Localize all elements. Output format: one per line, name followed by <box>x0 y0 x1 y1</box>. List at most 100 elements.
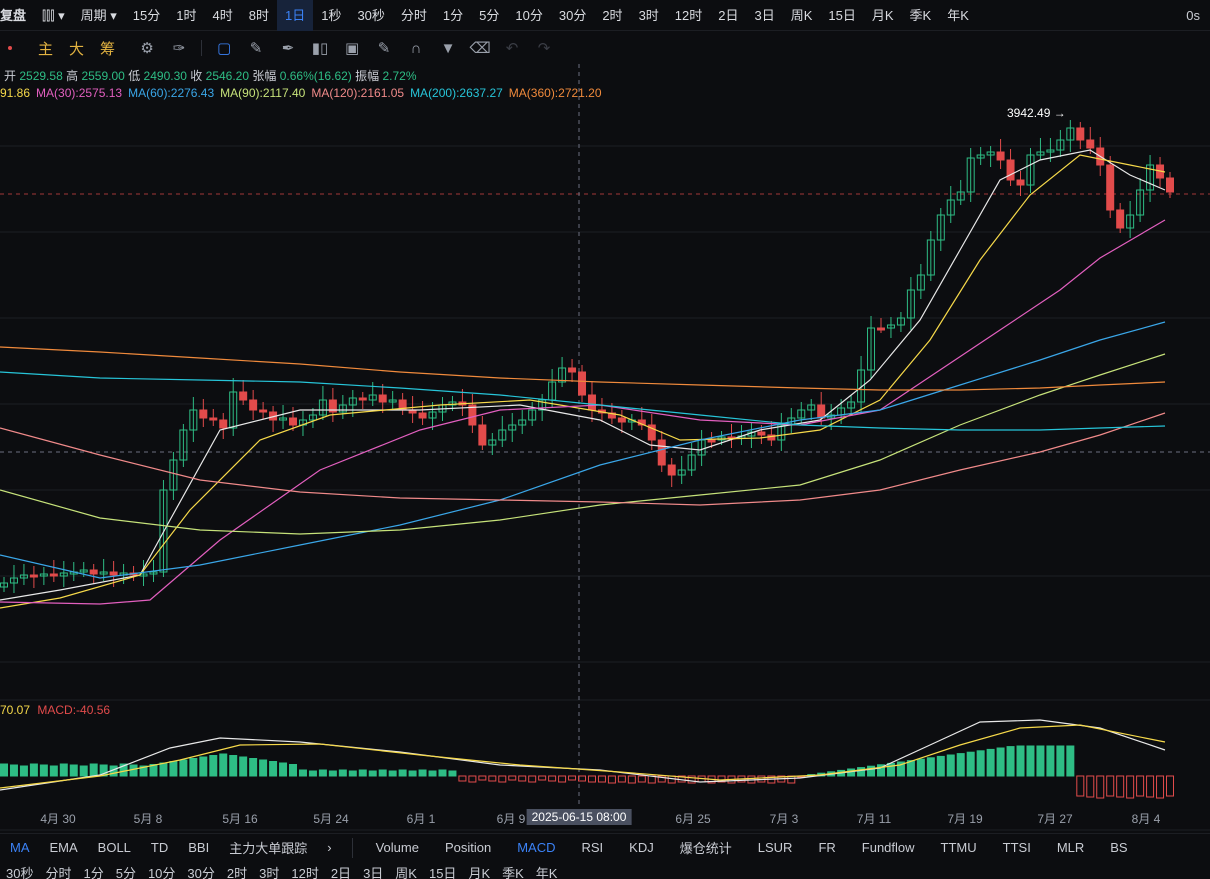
period-5[interactable]: 1秒 <box>321 7 342 23</box>
candle-body[interactable] <box>259 409 268 413</box>
candle-body[interactable] <box>498 429 507 441</box>
period-8[interactable]: 1分 <box>442 7 464 23</box>
period-14[interactable]: 12时 <box>674 7 703 23</box>
indicator-sub-7[interactable]: FR <box>818 840 836 855</box>
candle-body[interactable] <box>677 469 686 476</box>
candle-body[interactable] <box>1036 151 1045 156</box>
candle-body[interactable] <box>518 419 527 426</box>
candle-body[interactable] <box>29 574 38 578</box>
bars-icon[interactable]: ▮▯ <box>311 40 329 57</box>
candle-body[interactable] <box>239 391 248 401</box>
candle-body[interactable] <box>9 577 18 584</box>
candle-body[interactable] <box>468 404 477 426</box>
candle-body[interactable] <box>587 394 596 411</box>
candle-body[interactable] <box>1146 164 1155 191</box>
indicator-main-2[interactable]: BOLL <box>97 840 131 855</box>
candle-body[interactable] <box>946 199 955 216</box>
candle-body[interactable] <box>996 151 1005 161</box>
bottom-period-1[interactable]: 分时 <box>45 866 72 879</box>
candle-body[interactable] <box>59 572 68 577</box>
candle-body[interactable] <box>707 439 716 443</box>
bottom-period-13[interactable]: 月K <box>468 866 491 879</box>
candle-body[interactable] <box>79 569 88 573</box>
big-toggle[interactable]: 大 <box>69 40 85 58</box>
candle-body[interactable] <box>647 424 656 441</box>
candle-body[interactable] <box>388 399 397 403</box>
period-21[interactable]: 年K <box>947 7 969 23</box>
bottom-period-7[interactable]: 3时 <box>259 866 280 879</box>
candle-body[interactable] <box>149 571 158 575</box>
indicator-main-1[interactable]: EMA <box>49 840 78 855</box>
indicator-sub-0[interactable]: Volume <box>375 840 419 855</box>
period-11[interactable]: 30分 <box>558 7 587 23</box>
indicator-sub-9[interactable]: TTMU <box>940 840 977 855</box>
bottom-period-2[interactable]: 1分 <box>83 866 104 879</box>
main-toggle[interactable]: 主 <box>38 40 54 58</box>
candle-body[interactable] <box>348 397 357 406</box>
candle-body[interactable] <box>1166 177 1174 193</box>
bottom-period-4[interactable]: 10分 <box>147 866 176 879</box>
candle-body[interactable] <box>857 369 866 403</box>
chart-type-button[interactable]: ⫿⫿⫿ ▾ <box>42 7 65 23</box>
undo-icon[interactable]: ↶ <box>505 40 519 57</box>
candle-body[interactable] <box>1056 139 1065 151</box>
candle-body[interactable] <box>607 412 616 419</box>
candle-body[interactable] <box>428 411 437 419</box>
bottom-period-3[interactable]: 5分 <box>115 866 136 879</box>
period-9[interactable]: 5分 <box>479 7 500 23</box>
candle-body[interactable] <box>777 424 786 441</box>
candle-body[interactable] <box>508 424 517 431</box>
indicator-sub-11[interactable]: MLR <box>1056 840 1085 855</box>
candle-body[interactable] <box>558 367 567 383</box>
candle-body[interactable] <box>657 439 666 466</box>
candle-body[interactable] <box>886 324 895 329</box>
edit-icon[interactable]: ✎ <box>377 40 391 57</box>
candle-body[interactable] <box>916 274 925 291</box>
indicator-main-5[interactable]: 主力大单跟踪 <box>229 841 308 856</box>
candle-body[interactable] <box>578 371 587 396</box>
indicator-sub-4[interactable]: KDJ <box>629 840 654 855</box>
candle-body[interactable] <box>209 417 218 421</box>
bottom-period-15[interactable]: 年K <box>535 866 558 879</box>
bottom-period-10[interactable]: 3日 <box>363 866 384 879</box>
candle-body[interactable] <box>1106 164 1115 211</box>
candle-body[interactable] <box>338 404 347 413</box>
indicator-main-4[interactable]: BBI <box>188 840 210 855</box>
candle-body[interactable] <box>797 409 806 419</box>
candle-body[interactable] <box>528 409 537 421</box>
candle-body[interactable] <box>1136 189 1145 216</box>
candle-body[interactable] <box>378 394 387 403</box>
indicator-sub-5[interactable]: 爆仓统计 <box>679 841 732 856</box>
candle-body[interactable] <box>279 417 288 421</box>
chips-toggle[interactable]: 筹 <box>100 40 116 58</box>
candle-body[interactable] <box>289 417 298 426</box>
period-menu[interactable]: 周期 ▾ <box>80 7 117 23</box>
period-16[interactable]: 3日 <box>754 7 775 23</box>
period-7[interactable]: 分时 <box>400 7 427 23</box>
indicator-sub-1[interactable]: Position <box>444 840 492 855</box>
period-0[interactable]: 15分 <box>132 7 161 23</box>
candle-body[interactable] <box>418 412 427 419</box>
bottom-period-8[interactable]: 12时 <box>291 866 319 879</box>
candle-body[interactable] <box>667 464 676 476</box>
period-4[interactable]: 1日 <box>276 0 314 31</box>
candle-body[interactable] <box>308 414 317 421</box>
bottom-period-9[interactable]: 2日 <box>330 866 352 879</box>
candle-body[interactable] <box>976 154 985 159</box>
candle-body[interactable] <box>19 574 28 579</box>
candle-body[interactable] <box>1066 127 1075 141</box>
period-13[interactable]: 3时 <box>638 7 659 23</box>
candle-body[interactable] <box>876 327 885 331</box>
candle-body[interactable] <box>568 367 577 373</box>
bottom-period-14[interactable]: 季K <box>502 866 524 879</box>
pen-icon[interactable]: ✒ <box>281 40 295 57</box>
candle-body[interactable] <box>358 397 367 401</box>
indicator-sub-6[interactable]: LSUR <box>757 840 793 855</box>
candle-body[interactable] <box>179 429 188 461</box>
bottom-period-0[interactable]: 30秒 <box>6 866 34 879</box>
candle-body[interactable] <box>219 419 228 429</box>
candle-body[interactable] <box>617 417 626 423</box>
draw-icon[interactable]: ✑ <box>172 40 186 57</box>
candle-body[interactable] <box>807 404 816 411</box>
candle-body[interactable] <box>1006 159 1015 181</box>
